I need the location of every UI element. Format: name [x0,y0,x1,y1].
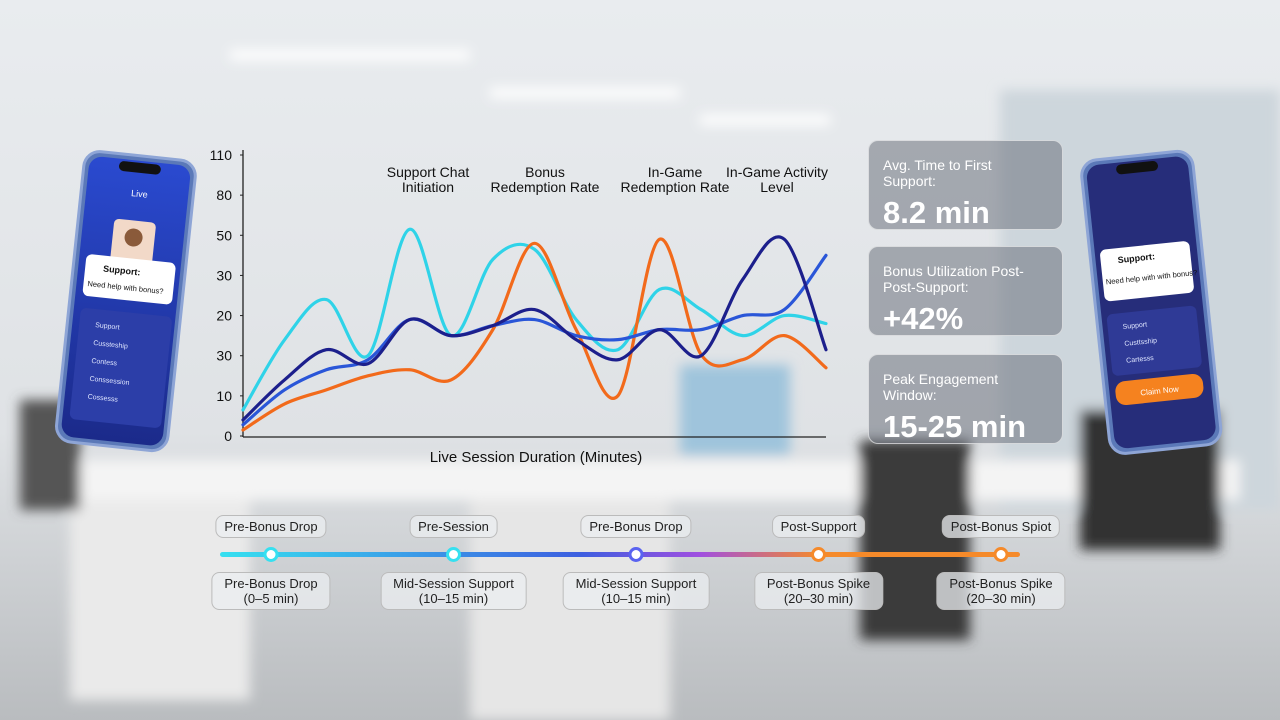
timeline-bottom-line: (20–30 min) [783,591,854,606]
menu-item: Cossesss [87,394,118,404]
timeline-bottom-label: Post-Bonus Spike (20–30 min) [753,572,884,610]
timeline-bottom-line: Mid-Session Support [575,576,697,591]
y-tick-label: 110 [210,147,233,163]
timeline-dot [263,547,279,562]
series-line [241,235,828,422]
stat-label-line: Avg. Time to First Support: [883,157,992,189]
stat-label-line: Post-Support: [883,279,969,295]
timeline-bottom-line: Pre-Bonus Drop [224,576,318,591]
phone-header: Live [131,188,148,200]
timeline-top-label: Pre-Session [409,515,498,538]
series-label: In-Game Activity Level [726,164,828,195]
stat-label-line: Bonus Utilization Post- [883,263,1024,279]
timeline-top-label: Post-Bonus Spiot [941,515,1061,538]
stat-value: 8.2 min [883,195,990,230]
menu-item: Cartesss [1126,355,1155,365]
timeline-bottom-line: (10–15 min) [601,591,671,606]
series-label: Support Chat Initiation [386,164,470,195]
series-line [241,227,828,412]
y-tick-label: 20 [216,308,232,324]
stat-card: Avg. Time to First Support: 8.2 min [868,140,1063,230]
timeline-bottom-line: (0–5 min) [243,591,299,606]
timeline-top-label: Pre-Bonus Drop [215,515,327,538]
menu-item: Cussteship [93,340,128,351]
timeline-top-label: Post-Support [771,515,866,538]
timeline-dot [993,547,1009,562]
timeline-bottom-line: (20–30 min) [966,591,1036,606]
menu-item: Custtsship [1124,338,1157,348]
menu-item: Support [1122,321,1147,331]
phone-right: Support:Need help with with bonus?Suppor… [1080,149,1223,455]
timeline-bottom-line: (10–15 min) [418,591,489,606]
y-tick-label: 10 [216,388,232,404]
x-axis-label: Live Session Duration (Minutes) [429,449,643,466]
stat-card: Peak Engagement Window: 15-25 min [868,354,1063,444]
menu-item: Support [95,322,120,332]
timeline-dot [446,547,461,562]
timeline-bottom-label: Mid-Session Support (10–15 min) [380,572,527,610]
stat-card: Bonus Utilization Post- Post-Support: +42% [868,246,1063,336]
timeline-bottom-label: Post-Bonus Spike (20–30 min) [936,572,1066,610]
timeline-dot [811,547,826,562]
y-tick-label: 30 [216,267,232,283]
stat-value: +42% [883,301,964,336]
y-tick-label: 30 [216,348,232,364]
stat-value: 15-25 min [883,409,1027,444]
timeline-bottom-line: Post-Bonus Spike [949,576,1053,591]
y-tick-label: 0 [224,428,232,444]
y-tick-label: 50 [216,227,232,243]
timeline-dot [628,547,644,562]
timeline-top-label: Pre-Bonus Drop [580,515,692,538]
stat-label: Peak Engagement Window: [883,371,1048,403]
claim-button[interactable]: Claim Now [1140,384,1180,397]
bubble-title: Support: [103,264,141,278]
bubble-title: Support: [1117,251,1155,265]
timeline-bottom-label: Pre-Bonus Drop (0–5 min) [211,572,331,610]
menu-item: Conssession [89,376,130,387]
series-label: Bonus Redemption Rate [490,164,600,195]
y-tick-label: 80 [216,187,232,203]
stat-label: Bonus Utilization Post- Post-Support: [883,263,1048,295]
series-label: In-Game Redemption Rate [620,164,730,195]
series-line [241,237,828,432]
timeline-bottom-line: Post-Bonus Spike [766,576,871,591]
stat-label-line: Peak Engagement Window: [883,371,999,403]
timeline-bottom-label: Mid-Session Support (10–15 min) [562,572,710,610]
series-line [241,253,828,427]
timeline-track [220,552,1020,557]
timeline-bottom-line: Mid-Session Support [393,576,514,591]
stat-label: Avg. Time to First Support: [883,157,1048,189]
menu-item: Contess [91,358,118,368]
